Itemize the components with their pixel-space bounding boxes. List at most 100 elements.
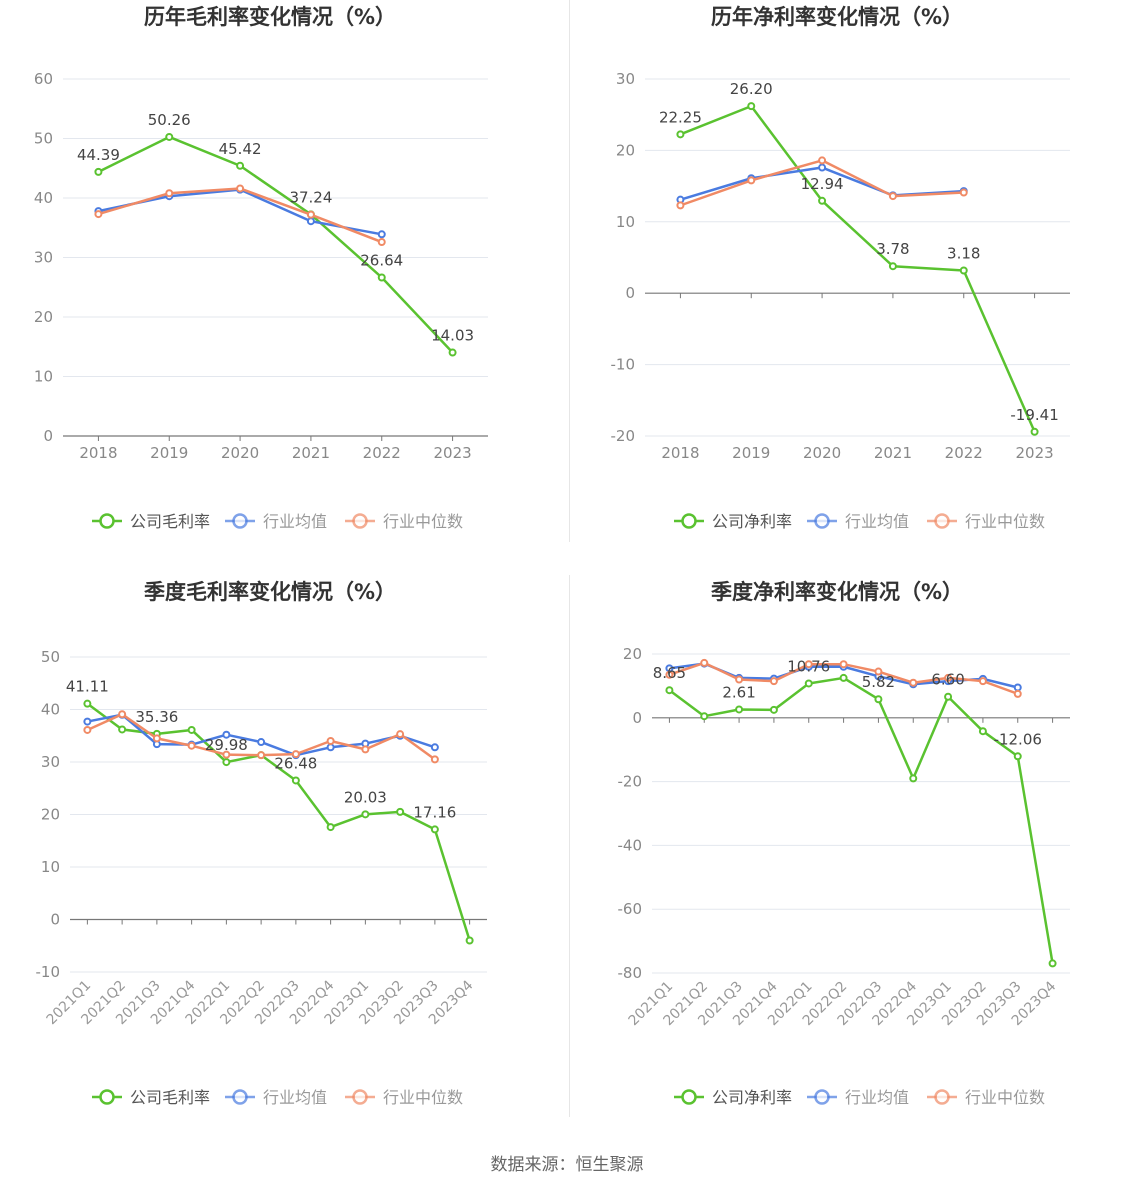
legend-marker-company: [99, 1089, 115, 1105]
data-point-avg: [326, 743, 335, 752]
data-label: 10.76: [787, 657, 830, 675]
data-point-company: [430, 825, 439, 834]
data-point-median: [361, 745, 370, 754]
legend-label-median: 行业中位数: [965, 512, 1045, 531]
data-point-median: [236, 184, 245, 193]
y-tick-label: 20: [623, 645, 642, 663]
data-point-median: [396, 730, 405, 739]
y-tick-label: -60: [618, 900, 643, 918]
data-point-company: [818, 196, 827, 205]
data-point-company: [377, 273, 386, 282]
data-point-avg: [83, 717, 92, 726]
data-label: 41.11: [66, 678, 109, 696]
data-label: 26.48: [274, 754, 317, 772]
legend-marker-avg: [232, 1089, 248, 1105]
data-label: 3.78: [876, 240, 909, 258]
y-tick-label: 30: [616, 70, 635, 88]
y-tick-label: -20: [611, 427, 636, 445]
data-point-company: [735, 705, 744, 714]
data-point-median: [888, 192, 897, 201]
data-point-company: [665, 686, 674, 695]
data-point-company: [1030, 427, 1039, 436]
data-point-median: [959, 188, 968, 197]
legend-marker-median: [934, 1089, 950, 1105]
data-label: 44.39: [77, 146, 120, 164]
legend-label-median: 行业中位数: [965, 1088, 1045, 1107]
data-point-company: [361, 810, 370, 819]
data-point-company: [839, 673, 848, 682]
data-label: 29.98: [205, 736, 248, 754]
x-tick-label: 2021: [874, 444, 912, 462]
legend: 公司净利率 行业均值 行业中位数: [674, 512, 1045, 531]
legend: 公司净利率 行业均值 行业中位数: [674, 1088, 1045, 1107]
legend-marker-avg: [814, 1089, 830, 1105]
data-label: 2.61: [722, 683, 755, 701]
data-point-avg: [818, 163, 827, 172]
legend-marker-median: [352, 513, 368, 529]
data-point-company: [874, 695, 883, 704]
data-point-median: [700, 658, 709, 667]
legend-marker-company: [681, 1089, 697, 1105]
data-point-company: [1013, 752, 1022, 761]
x-tick-label: 2021: [292, 444, 330, 462]
legend-marker-company: [681, 513, 697, 529]
legend-label-avg: 行业均值: [263, 1088, 327, 1107]
data-point-median: [1013, 689, 1022, 698]
chart-svg: 历年净利率变化情况（%） -20 -10 0 10 20 30 2018 2019 2020 202…: [611, 5, 1070, 531]
data-point-median: [839, 660, 848, 669]
series-line-company: [679, 104, 1036, 433]
data-label: 8.65: [653, 664, 686, 682]
y-tick-label: 50: [34, 130, 53, 148]
data-point-avg: [377, 230, 386, 239]
y-tick-label: 0: [625, 284, 635, 302]
data-point-median: [326, 737, 335, 745]
y-tick-label: -10: [611, 356, 636, 374]
legend-marker-median: [934, 513, 950, 529]
chart-svg: 季度毛利率变化情况（%）-10010203040502021Q12021Q220…: [36, 580, 487, 1107]
legend-marker-company: [99, 513, 115, 529]
y-tick-label: 10: [34, 368, 53, 386]
data-point-company: [83, 699, 92, 708]
legend-label-company: 公司毛利率: [130, 1088, 210, 1107]
y-tick-label: 30: [34, 249, 53, 267]
x-tick-label: 2020: [803, 444, 841, 462]
data-point-company: [769, 705, 778, 714]
x-tick-label: 2023: [1015, 444, 1053, 462]
data-point-company: [909, 774, 918, 783]
data-point-company: [1048, 959, 1057, 968]
data-point-median: [165, 189, 174, 198]
data-point-median: [769, 677, 778, 686]
y-tick-label: 0: [43, 427, 53, 445]
data-point-median: [978, 677, 987, 686]
x-tick-label: 2020: [221, 444, 259, 462]
data-point-company: [94, 167, 103, 176]
data-point-median: [257, 751, 266, 760]
data-point-company: [944, 692, 953, 701]
data-label: 26.20: [730, 80, 773, 98]
data-source-note: 数据来源：恒生聚源: [490, 1155, 644, 1175]
data-point-median: [94, 210, 103, 219]
data-label: 17.16: [413, 803, 456, 821]
data-point-median: [665, 670, 674, 679]
data-label: 6.60: [931, 671, 964, 689]
annual-net-margin-chart: 历年净利率变化情况（%） -20 -10 0 10 20 30 2018 2019 2020 202…: [567, 0, 1134, 575]
data-point-median: [676, 201, 685, 210]
data-point-company: [187, 725, 196, 734]
data-point-company: [291, 776, 300, 785]
data-point-company: [978, 727, 987, 736]
x-tick-label: 2019: [732, 444, 770, 462]
data-point-avg: [1013, 683, 1022, 692]
legend-marker-avg: [814, 513, 830, 529]
y-tick-label: -10: [36, 963, 61, 981]
chart-svg: 历年毛利率变化情况（%） 0 10 20 30 40 50 60 2018 2019 2020 202…: [34, 5, 488, 531]
x-tick-label: 2018: [79, 444, 117, 462]
y-tick-label: 0: [632, 709, 642, 727]
y-tick-label: 40: [34, 189, 53, 207]
y-tick-label: -20: [618, 773, 643, 791]
x-tick-label: 2019: [150, 444, 188, 462]
data-point-median: [306, 210, 315, 219]
data-label: 3.18: [947, 244, 980, 262]
data-label: 35.36: [135, 708, 178, 726]
data-point-median: [747, 176, 756, 185]
x-tick-label: 2022: [945, 444, 983, 462]
